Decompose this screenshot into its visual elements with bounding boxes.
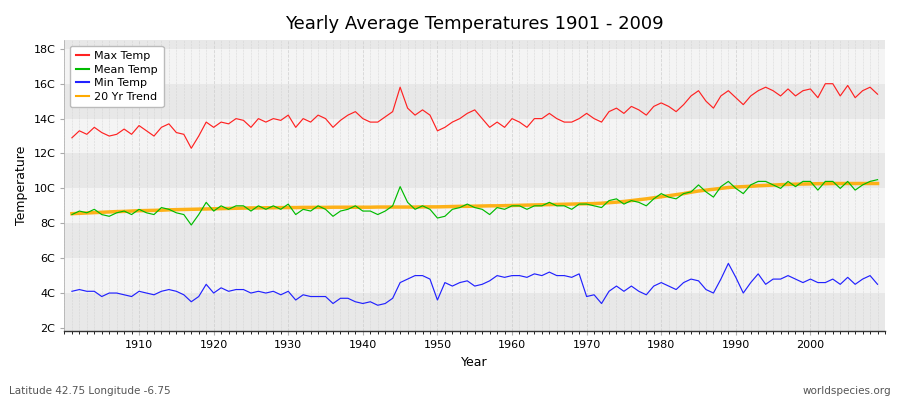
Max Temp xyxy=(343,113,354,118)
20 Yr Trend xyxy=(596,201,607,206)
Bar xyxy=(65,188,885,223)
Max Temp xyxy=(514,120,525,124)
Mean Temp xyxy=(126,212,137,217)
X-axis label: Year: Year xyxy=(462,356,488,369)
Text: Latitude 42.75 Longitude -6.75: Latitude 42.75 Longitude -6.75 xyxy=(9,386,171,396)
Max Temp xyxy=(67,135,77,140)
20 Yr Trend xyxy=(507,203,517,208)
Max Temp xyxy=(298,116,309,121)
Min Temp xyxy=(126,294,137,299)
Min Temp xyxy=(291,298,302,302)
Mean Temp xyxy=(507,204,517,208)
Max Temp xyxy=(604,109,615,114)
Max Temp xyxy=(872,92,883,96)
Title: Yearly Average Temperatures 1901 - 2009: Yearly Average Temperatures 1901 - 2009 xyxy=(285,15,664,33)
20 Yr Trend xyxy=(500,203,510,208)
Mean Temp xyxy=(298,207,309,212)
20 Yr Trend xyxy=(872,181,883,186)
Min Temp xyxy=(67,289,77,294)
Min Temp xyxy=(604,289,615,294)
20 Yr Trend xyxy=(126,209,137,214)
Mean Temp xyxy=(514,204,525,208)
Min Temp xyxy=(872,282,883,287)
20 Yr Trend xyxy=(335,205,346,210)
Min Temp xyxy=(335,296,346,301)
Min Temp xyxy=(373,303,383,308)
Line: Min Temp: Min Temp xyxy=(72,263,878,305)
Bar xyxy=(65,84,885,119)
Mean Temp xyxy=(343,207,354,212)
Bar xyxy=(65,119,885,154)
Bar xyxy=(65,154,885,188)
Bar xyxy=(65,258,885,293)
20 Yr Trend xyxy=(827,181,838,186)
Min Temp xyxy=(514,273,525,278)
Mean Temp xyxy=(186,223,197,228)
Max Temp xyxy=(820,81,831,86)
Min Temp xyxy=(507,273,517,278)
Mean Temp xyxy=(604,198,615,203)
Mean Temp xyxy=(67,212,77,217)
Line: Max Temp: Max Temp xyxy=(72,84,878,148)
20 Yr Trend xyxy=(291,205,302,210)
20 Yr Trend xyxy=(67,211,77,216)
Max Temp xyxy=(126,132,137,137)
Min Temp xyxy=(723,261,734,266)
Bar xyxy=(65,223,885,258)
Max Temp xyxy=(507,116,517,121)
Legend: Max Temp, Mean Temp, Min Temp, 20 Yr Trend: Max Temp, Mean Temp, Min Temp, 20 Yr Tre… xyxy=(70,46,164,107)
Bar xyxy=(65,293,885,328)
Y-axis label: Temperature: Temperature xyxy=(15,146,28,226)
Text: worldspecies.org: worldspecies.org xyxy=(803,386,891,396)
Mean Temp xyxy=(872,177,883,182)
Max Temp xyxy=(186,146,197,151)
Bar xyxy=(65,49,885,84)
Line: Mean Temp: Mean Temp xyxy=(72,180,878,225)
Line: 20 Yr Trend: 20 Yr Trend xyxy=(72,184,878,214)
